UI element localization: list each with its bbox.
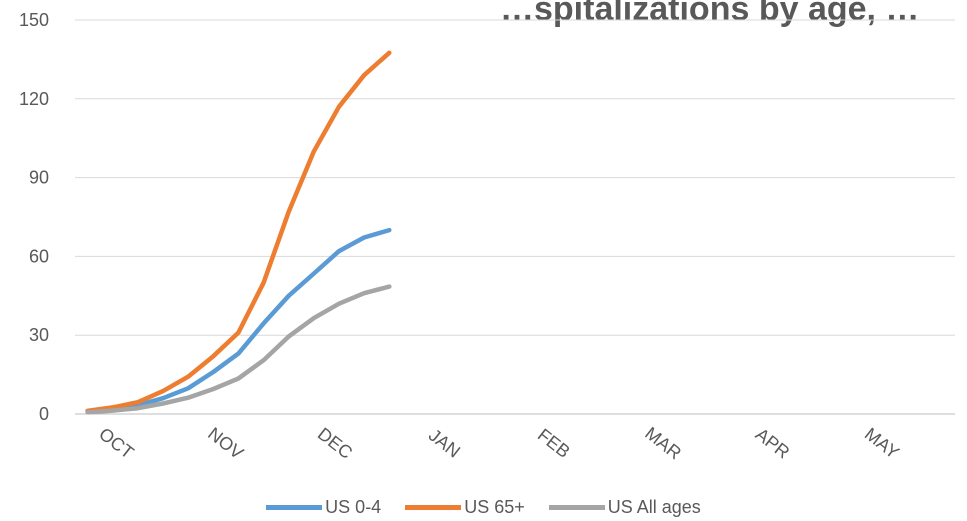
x-tick-label: FEB	[534, 425, 574, 462]
y-tick-label: 0	[39, 404, 49, 424]
x-tick-label: MAY	[861, 424, 903, 463]
series-line-1	[85, 227, 392, 414]
chart-legend: US 0-4 US 65+ US All ages	[0, 494, 967, 520]
x-tick-label: OCT	[95, 424, 137, 463]
legend-swatch	[405, 504, 462, 510]
legend-item: US All ages	[548, 496, 701, 518]
x-tick-label: JAN	[425, 425, 464, 462]
y-tick-label: 90	[29, 168, 49, 188]
x-tick-label: MAR	[641, 423, 685, 463]
y-tick-label: 60	[29, 246, 49, 266]
series-line-2	[85, 50, 392, 414]
legend-label: US 65+	[464, 496, 525, 517]
legend-item: US 65+	[405, 497, 525, 518]
series-line-3	[85, 284, 392, 415]
x-tick-label: DEC	[314, 424, 356, 463]
line-chart: 0306090120150OCTNOVDECJANFEBMARAPRMAYJUN…	[19, 10, 967, 466]
y-tick-label: 120	[19, 89, 49, 109]
legend-label: US 0-4	[325, 496, 382, 517]
chart-title: …spitalizations by age, …	[500, 0, 920, 28]
legend-label: US All ages	[607, 496, 701, 517]
y-tick-label: 30	[29, 325, 49, 345]
x-tick-label: NOV	[204, 423, 247, 463]
legend-swatch	[266, 504, 323, 510]
y-tick-label: 150	[19, 10, 49, 30]
legend-item: US 0-4	[266, 497, 381, 518]
x-tick-label: APR	[752, 424, 793, 463]
legend-swatch	[548, 504, 605, 510]
